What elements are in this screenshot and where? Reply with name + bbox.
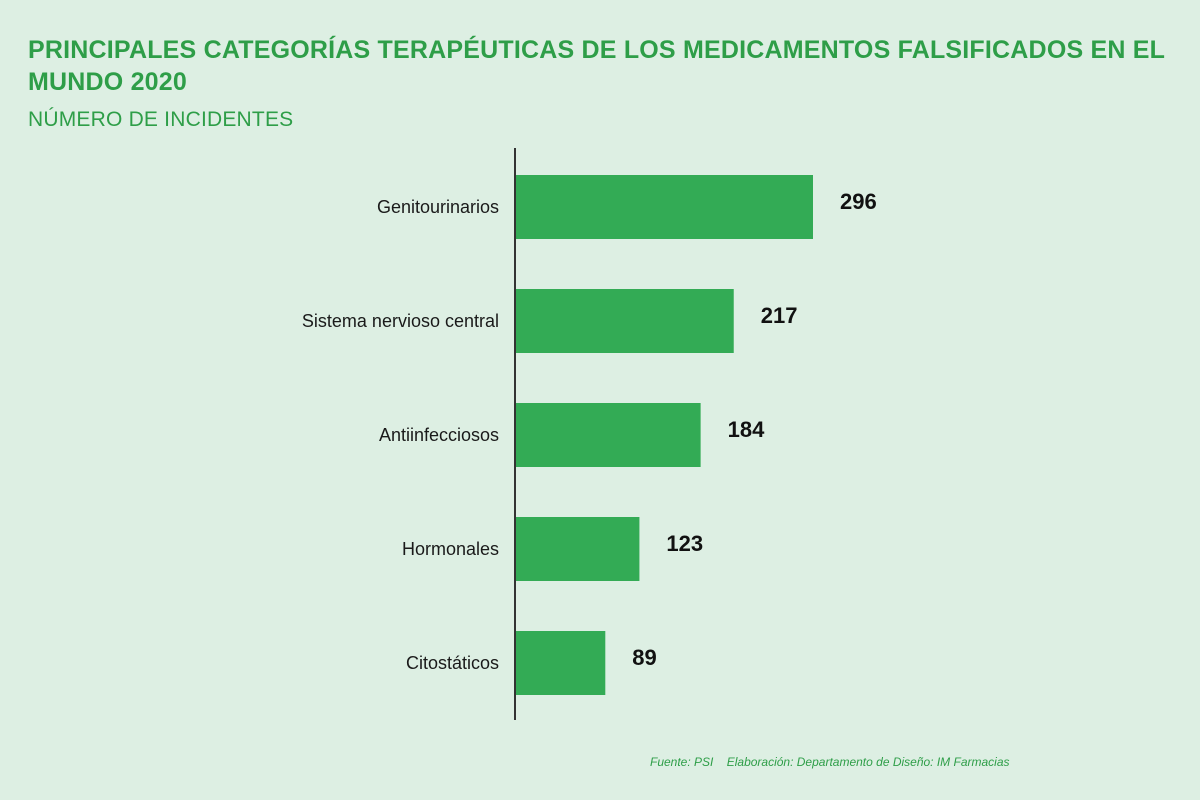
category-label-1: Sistema nervioso central — [302, 311, 499, 331]
bar-2 — [516, 403, 701, 467]
bar-1 — [516, 289, 734, 353]
category-label-4: Citostáticos — [406, 653, 499, 673]
bar-0 — [516, 175, 813, 239]
bar-3 — [516, 517, 640, 581]
category-label-2: Antiinfecciosos — [379, 425, 499, 445]
chart-title: PRINCIPALES CATEGORÍAS TERAPÉUTICAS DE L… — [28, 36, 1165, 96]
category-label-3: Hormonales — [402, 539, 499, 559]
credit-text: Elaboración: Departamento de Diseño: IM … — [726, 755, 1010, 769]
value-label-4: 89 — [632, 645, 656, 670]
source-text: Fuente: PSI — [650, 755, 714, 769]
value-label-0: 296 — [840, 189, 877, 214]
bar-4 — [516, 631, 606, 695]
value-label-2: 184 — [728, 417, 765, 442]
chart-subtitle: NÚMERO DE INCIDENTES — [28, 108, 294, 131]
chart-source-note: Fuente: PSI Elaboración: Departamento de… — [650, 755, 1010, 769]
chart-header: PRINCIPALES CATEGORÍAS TERAPÉUTICAS DE L… — [28, 34, 1168, 134]
value-label-3: 123 — [666, 531, 703, 556]
category-label-0: Genitourinarios — [377, 197, 499, 217]
value-label-1: 217 — [761, 303, 798, 328]
bar-chart: Genitourinarios 296 Sistema nervioso centr… — [302, 148, 877, 720]
